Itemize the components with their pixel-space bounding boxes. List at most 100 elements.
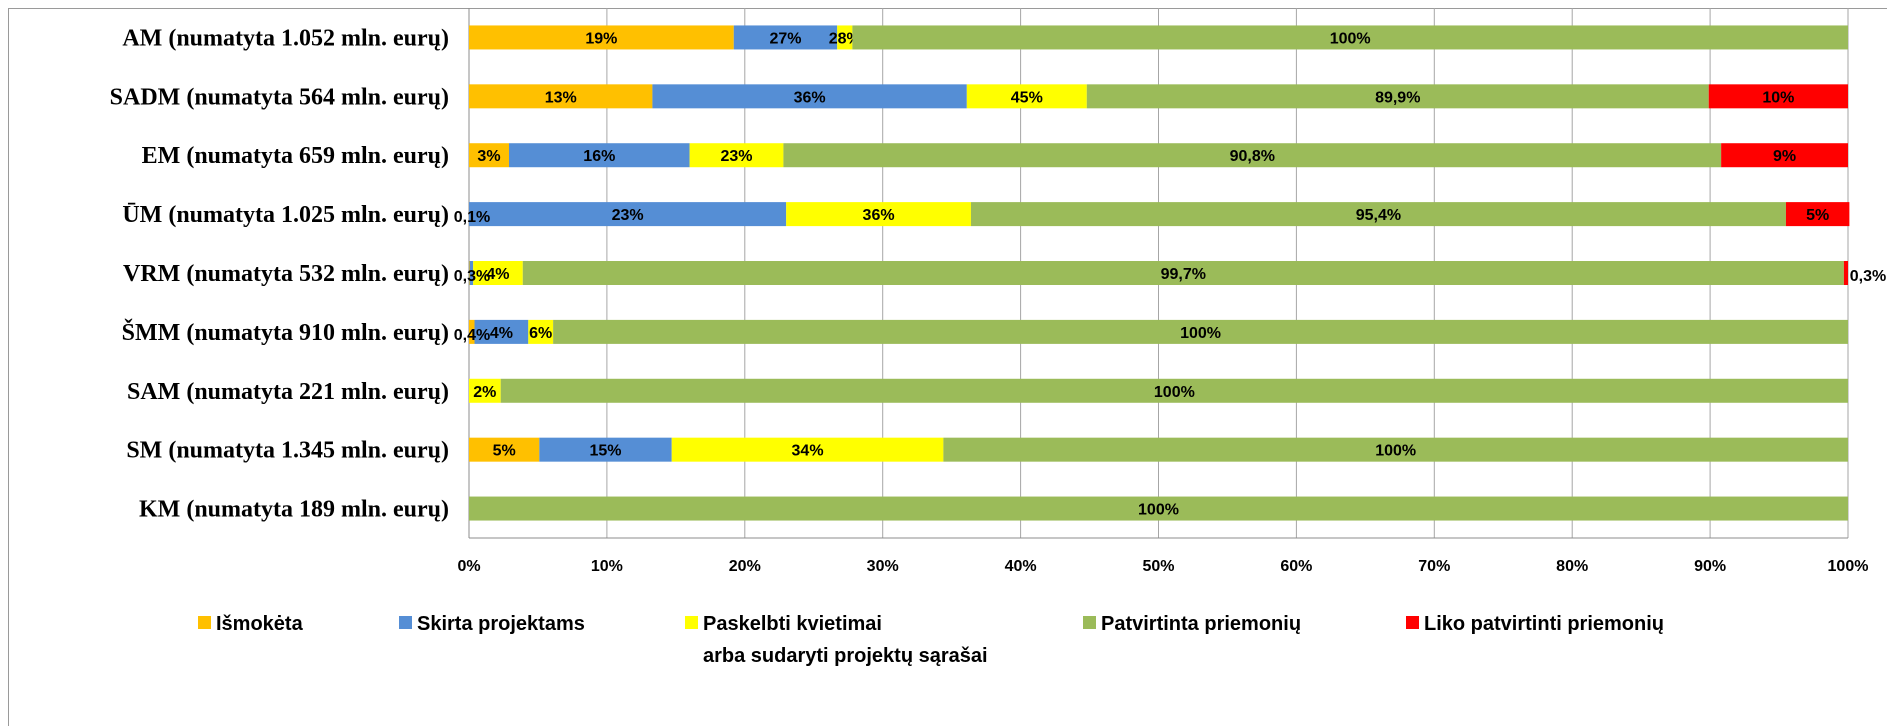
data-label: 0,1% [454,209,490,226]
data-label: 10% [1762,89,1794,106]
bar-segment [500,378,1848,403]
bar-segment [1721,143,1848,168]
bar-segment [473,261,523,285]
category-label: SM (numatyta 1.345 mln. eurų) [126,438,449,464]
bar-segment [852,25,1848,50]
data-label: 0,3% [454,268,490,285]
data-label: 19% [585,30,617,47]
legend-swatch [198,616,211,629]
legend-swatch [1083,616,1096,629]
data-label: 6% [529,325,552,342]
category-labels: AM (numatyta 1.052 mln. eurų) SADM (numat… [110,25,449,522]
category-label: SAM (numatyta 221 mln. eurų) [127,379,449,405]
data-label: 5% [1806,207,1829,224]
bar-segment [1708,84,1848,109]
data-label: 90,8% [1230,148,1275,165]
legend-label: Skirta projektams [417,613,585,635]
legend: Išmokėta Skirta projektams Paskelbti kviet… [198,613,1664,667]
bar-segment [469,25,734,50]
bar-segment [508,143,690,168]
data-label: 23% [612,207,644,224]
bar-segment [522,261,1844,285]
x-tick-label: 20% [729,558,761,575]
category-label: KM (numatyta 189 mln. eurų) [139,497,449,523]
category-label: SADM (numatyta 564 mln. eurų) [110,84,449,110]
bar-segment [1785,202,1850,227]
data-label: 100% [1154,384,1195,401]
chart-frame [8,8,1887,726]
bar-segment [469,378,501,403]
bar-segment [469,143,509,168]
bar-segment [689,143,784,168]
x-tick-label: 100% [1828,558,1869,575]
data-label: 34% [792,443,824,460]
legend-label: arba sudaryti projektų sąrašai [703,645,988,667]
data-label: 2% [473,384,496,401]
bar-segment [469,261,470,285]
bar-segment [474,319,529,344]
x-tick-label: 60% [1280,558,1312,575]
legend-swatch [399,616,412,629]
bars: 19% 27% 28% 100%13% 36% 45% 89,9% 10%3% 16% 23% 90… [454,25,1886,521]
x-axis-ticks: 0% 10% 20% 30% 40% 50% 60% 70% 80% 90% 100% [457,558,1868,575]
data-label: 13% [545,89,577,106]
legend-label: Patvirtinta priemonių [1101,613,1301,635]
data-label: 9% [1773,148,1796,165]
data-label: 3% [477,148,500,165]
bar-segment [469,437,540,462]
bar-segment [966,84,1087,109]
bar-segment [970,202,1786,227]
bar-segment [539,437,672,462]
data-label: 99,7% [1161,266,1206,283]
bar-segment [1086,84,1709,109]
data-label: 89,9% [1375,89,1420,106]
category-label: ŠMM (numatyta 910 mln. eurų) [122,319,449,346]
x-tick-label: 40% [1005,558,1037,575]
bar-segment [652,84,967,109]
category-label: ŪM (numatyta 1.025 mln. eurų) [122,202,449,228]
x-tick-label: 30% [867,558,899,575]
bar-segment [469,84,653,109]
x-tick-label: 10% [591,558,623,575]
data-label: 5% [493,443,516,460]
legend-swatch [1406,616,1419,629]
category-label: EM (numatyta 659 mln. eurų) [142,143,449,169]
legend-swatch [685,616,698,629]
x-tick-label: 80% [1556,558,1588,575]
legend-label: Liko patvirtinti priemonių [1424,613,1664,635]
legend-label: Išmokėta [216,613,304,635]
category-label: VRM (numatyta 532 mln. eurų) [123,261,449,287]
legend-label: Paskelbti kvietimai [703,613,882,635]
bar-segment [1843,261,1848,285]
bar-segment [469,496,1848,521]
data-label: 100% [1138,502,1179,519]
data-label: 16% [583,148,615,165]
bar-segment [528,319,554,344]
x-tick-label: 90% [1694,558,1726,575]
bar-segment [469,319,475,344]
x-tick-label: 70% [1418,558,1450,575]
bar-segment [786,202,971,227]
data-label: 4% [490,325,513,342]
bar-segment [469,202,787,227]
data-label: 15% [590,443,622,460]
data-label: 0,4% [454,327,490,344]
data-label: 100% [1375,443,1416,460]
bar-segment [783,143,1722,168]
x-tick-label: 0% [457,558,480,575]
bar-segment [469,261,474,285]
data-label: 95,4% [1356,207,1401,224]
data-label: 0,3% [1850,268,1886,285]
category-label: AM (numatyta 1.052 mln. eurų) [122,25,449,51]
bar-segment [671,437,944,462]
data-label: 36% [863,207,895,224]
bar-segment [733,25,838,50]
data-label: 4% [486,266,509,283]
bar-segment [837,25,853,50]
bar-segment [943,437,1848,462]
bar-segment [553,319,1848,344]
data-label: 45% [1011,89,1043,106]
data-label: 100% [1330,30,1371,47]
x-tick-label: 50% [1142,558,1174,575]
